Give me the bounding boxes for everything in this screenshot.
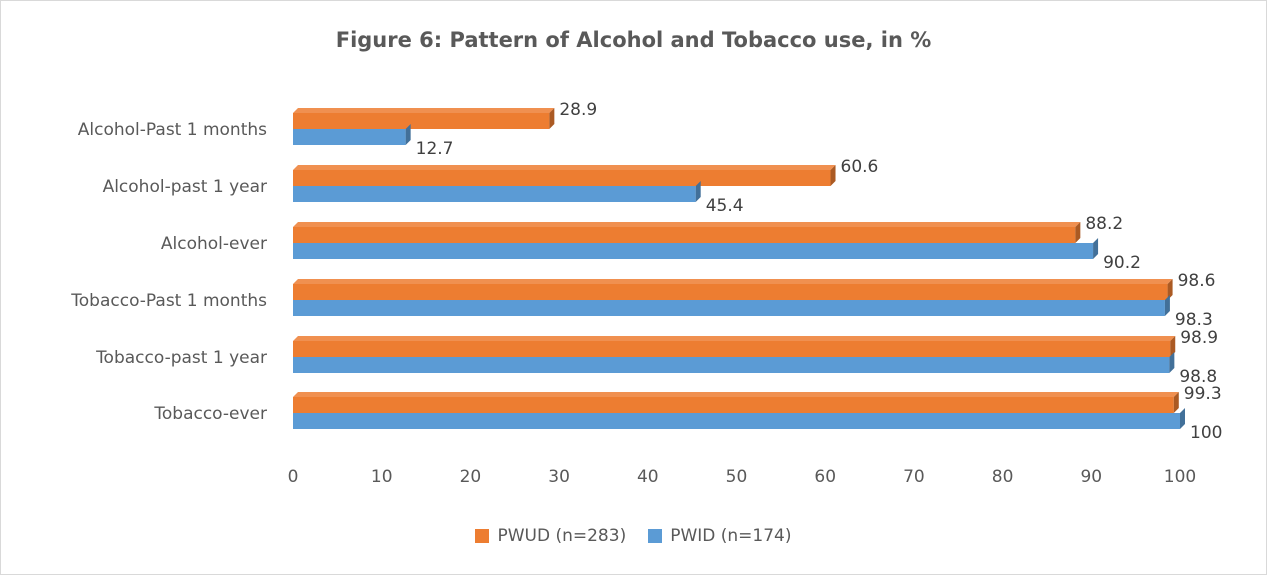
data-label-pwid: 98.8 <box>1179 367 1217 387</box>
legend-item-pwud: PWUD (n=283) <box>475 526 626 546</box>
category-label: Tobacco-ever <box>153 404 267 424</box>
bar-pwud <box>293 336 1176 357</box>
legend-swatch-pwud <box>475 529 490 543</box>
x-tick-label: 10 <box>371 467 393 487</box>
bar-pwid <box>293 238 1099 259</box>
data-label-pwud: 98.9 <box>1180 328 1218 348</box>
legend-swatch-pwid <box>648 529 663 543</box>
x-tick-label: 50 <box>726 467 748 487</box>
data-label-pwid: 98.3 <box>1175 310 1213 330</box>
x-tick-label: 30 <box>548 467 570 487</box>
x-tick-label: 40 <box>637 467 659 487</box>
data-label-pwud: 88.2 <box>1085 214 1123 234</box>
data-label-pwid: 45.4 <box>706 196 744 216</box>
bar-pwud <box>293 279 1173 300</box>
bar-pwud <box>293 108 555 129</box>
chart-title: Figure 6: Pattern of Alcohol and Tobacco… <box>335 28 932 52</box>
x-tick-label: 80 <box>992 467 1014 487</box>
x-tick-label: 20 <box>460 467 482 487</box>
category-label: Alcohol-Past 1 months <box>78 120 267 140</box>
bar-pwud <box>293 392 1179 413</box>
category-label: Alcohol-ever <box>161 234 267 254</box>
x-tick-label: 60 <box>814 467 836 487</box>
data-label-pwud: 60.6 <box>841 157 879 177</box>
bar-pwid <box>293 408 1185 429</box>
data-label-pwud: 98.6 <box>1178 271 1216 291</box>
bar-pwid <box>293 181 701 202</box>
category-label: Tobacco-Past 1 months <box>70 291 267 311</box>
data-label-pwud: 99.3 <box>1184 384 1222 404</box>
bar-pwud <box>293 165 836 186</box>
x-tick-label: 0 <box>288 467 299 487</box>
legend-label-pwud: PWUD (n=283) <box>497 526 627 546</box>
legend-label-pwid: PWID (n=174) <box>670 526 792 546</box>
bar-pwid <box>293 124 411 145</box>
data-label-pwid: 100 <box>1190 423 1222 443</box>
x-tick-label: 90 <box>1080 467 1102 487</box>
chart-legend: PWUD (n=283) PWID (n=174) <box>0 526 1267 546</box>
bar-pwid <box>293 352 1175 373</box>
legend-item-pwid: PWID (n=174) <box>648 526 792 546</box>
data-label-pwud: 28.9 <box>559 100 597 120</box>
category-label: Alcohol-past 1 year <box>103 177 267 197</box>
bar-pwid <box>293 295 1170 316</box>
bar-pwud <box>293 222 1081 243</box>
category-label: Tobacco-past 1 year <box>95 348 267 368</box>
x-tick-label: 100 <box>1164 467 1196 487</box>
data-label-pwid: 12.7 <box>416 139 454 159</box>
x-tick-label: 70 <box>903 467 925 487</box>
data-label-pwid: 90.2 <box>1103 253 1141 273</box>
